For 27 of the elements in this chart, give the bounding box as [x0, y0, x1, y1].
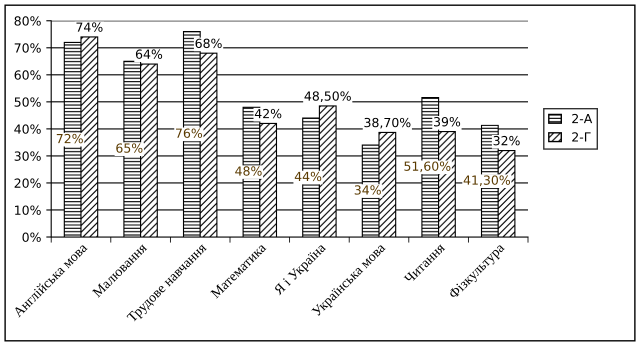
data-label: 68%: [196, 38, 222, 48]
data-label: 74%: [76, 22, 103, 32]
data-label: 41,30%: [464, 175, 510, 186]
y-tick-label: 0%: [22, 232, 41, 242]
data-label: 38,70%: [364, 118, 410, 129]
y-tick-label: 10%: [15, 205, 41, 215]
data-label: 44%: [294, 172, 322, 182]
y-tick-label: 80%: [14, 16, 41, 26]
data-label: 48%: [235, 166, 262, 176]
y-tick-label: 50%: [14, 97, 41, 107]
data-label: 34%: [354, 185, 381, 195]
data-label: 39%: [434, 117, 460, 126]
legend-label: 2-А: [572, 114, 592, 124]
y-tick-label: 70%: [14, 43, 41, 53]
legend-label: 2-Г: [572, 132, 591, 142]
y-tick-label: 20%: [14, 178, 41, 188]
y-tick-label: 60%: [14, 70, 41, 80]
data-label: 32%: [494, 136, 520, 146]
y-tick-label: 30%: [14, 151, 41, 161]
data-label: 65%: [116, 143, 142, 153]
data-label: 72%: [56, 134, 83, 144]
data-label: 64%: [136, 49, 162, 59]
y-tick-label: 40%: [14, 124, 41, 134]
data-label: 51,60%: [404, 161, 450, 172]
data-label: 76%: [176, 128, 202, 138]
data-label: 48,50%: [304, 91, 351, 102]
data-label: 42%: [254, 108, 282, 118]
